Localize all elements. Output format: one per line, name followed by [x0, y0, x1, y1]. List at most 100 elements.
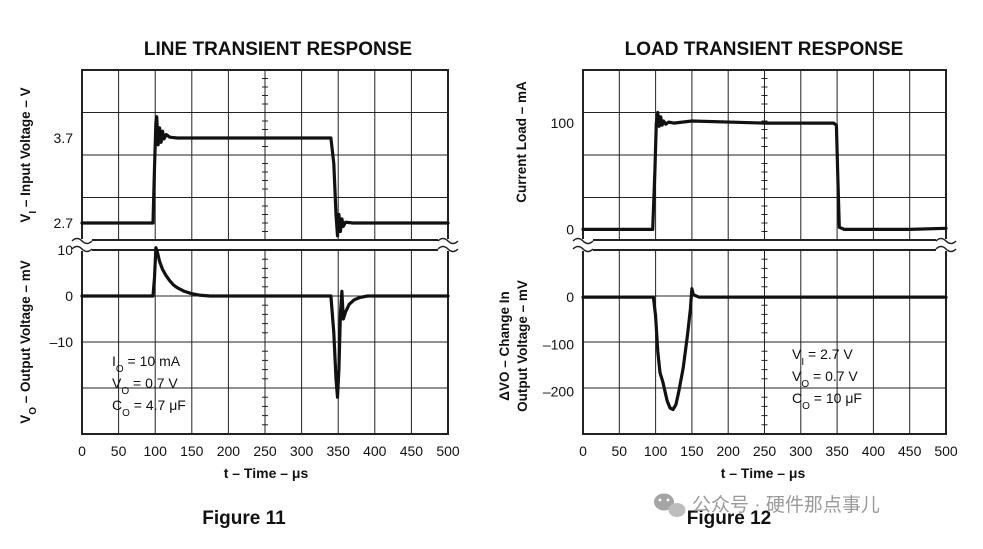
cond-rest: = 4.7 μF — [130, 397, 186, 413]
plot-grid-top — [81, 69, 449, 241]
condition-vi: VI = 2.7 V — [792, 346, 853, 368]
figure-caption: Figure 12 — [687, 508, 771, 529]
y-tick-label: –100 — [543, 336, 574, 352]
x-tick-label: 200 — [217, 443, 241, 459]
cond-sub: O — [802, 401, 810, 412]
cond-prefix: C — [112, 397, 122, 413]
y-axis-label-top: VI – Input Voltage – V — [18, 87, 39, 222]
cond-rest: = 0.7 V — [809, 368, 858, 384]
x-tick-label: 200 — [717, 443, 741, 459]
x-tick-label: 100 — [644, 443, 668, 459]
cond-sub: O — [116, 364, 124, 375]
y-tick-label: 0 — [566, 221, 574, 237]
cond-sub: O — [121, 386, 129, 397]
break-squiggle — [572, 237, 594, 245]
x-ticks: 0 50 100 150 200 250 300 350 400 450 500 — [579, 443, 958, 459]
x-tick-label: 350 — [327, 443, 351, 459]
x-tick-label: 500 — [436, 443, 460, 459]
break-squiggle — [437, 245, 459, 253]
chart-load-transient: LOAD TRANSIENT RESPONSE 100 0 Current Loa… — [497, 39, 958, 529]
watermark: 公众号 · 硬件那点事儿 — [654, 493, 880, 517]
cond-prefix: V — [792, 368, 802, 384]
x-tick-label: 450 — [898, 443, 922, 459]
chart-line-transient: LINE TRANSIENT RESPONSE 3.72.7 VI – Inpu… — [18, 39, 460, 529]
break-gap — [72, 239, 92, 251]
condition-co: CO = 4.7 μF — [112, 397, 186, 419]
cond-rest: = 10 μF — [810, 390, 862, 406]
x-tick-label: 150 — [180, 443, 204, 459]
x-tick-label: 350 — [825, 443, 849, 459]
series-output-voltage-change — [581, 287, 948, 412]
test-conditions: IO = 10 mA VO = 0.7 V CO = 4.7 μF — [112, 353, 186, 419]
y-tick-label: 3.7 — [54, 130, 74, 146]
cond-prefix: V — [792, 346, 802, 362]
x-tick-label: 500 — [934, 443, 958, 459]
axis-break-marks — [71, 237, 459, 253]
cond-prefix: V — [112, 375, 122, 391]
y-label-subscript: O — [28, 407, 39, 415]
cond-sub: O — [122, 408, 130, 419]
cond-rest: = 0.7 V — [129, 375, 178, 391]
x-axis-label: t – Time – μs — [721, 465, 806, 481]
series-line — [80, 246, 450, 399]
watermark-text: 公众号 · 硬件那点事儿 — [692, 494, 880, 516]
break-gap — [438, 239, 458, 251]
break-squiggle — [935, 237, 957, 245]
y-label-rest: – Input Voltage – V — [18, 87, 33, 211]
chart-title: LINE TRANSIENT RESPONSE — [144, 39, 412, 60]
cond-sub: I — [801, 357, 804, 368]
cond-rest: = 10 mA — [124, 353, 181, 369]
x-tick-label: 450 — [400, 443, 424, 459]
series-line — [581, 110, 948, 231]
condition-vo: VO = 0.7 V — [112, 375, 178, 397]
x-tick-label: 50 — [111, 443, 127, 459]
x-tick-label: 50 — [612, 443, 628, 459]
x-tick-label: 100 — [144, 443, 168, 459]
y-tick-label: 0 — [566, 289, 574, 305]
x-tick-label: 150 — [680, 443, 704, 459]
break-gap — [936, 239, 956, 251]
test-conditions: VI = 2.7 V VO = 0.7 V CO = 10 μF — [792, 346, 862, 412]
series-line — [80, 115, 450, 238]
break-gap — [573, 239, 593, 251]
x-tick-label: 400 — [363, 443, 387, 459]
y-axis-label-bottom-line1: ΔVO – Change In — [497, 291, 512, 400]
condition-vo: VO = 0.7 V — [792, 368, 858, 390]
x-axis-label: t – Time – μs — [224, 465, 309, 481]
y-label-rest: – Output Voltage – mV — [18, 260, 33, 407]
series-output-voltage — [80, 246, 450, 399]
series-line — [581, 287, 948, 412]
break-squiggle — [572, 245, 594, 253]
break-squiggle — [71, 237, 93, 245]
y-tick-label: 2.7 — [54, 215, 74, 231]
y-ticks-bottom: 0 –100 –200 — [543, 289, 574, 399]
condition-io: IO = 10 mA — [112, 353, 181, 375]
y-axis-label-top: Current Load – mA — [514, 81, 529, 203]
cond-prefix: I — [112, 353, 116, 369]
x-tick-label: 0 — [579, 443, 587, 459]
break-squiggle — [437, 237, 459, 245]
series-input-voltage — [80, 115, 450, 238]
y-ticks-top: 100 0 — [551, 115, 575, 237]
y-label-prefix: V — [18, 415, 33, 424]
plot-grid-bottom — [582, 249, 947, 435]
axis-break-marks — [572, 237, 957, 253]
y-label-prefix: V — [18, 214, 33, 223]
x-tick-label: 250 — [753, 443, 777, 459]
y-tick-label: 10 — [57, 242, 73, 258]
x-ticks: 0 50 100 150 200 250 300 350 400 450 500 — [78, 443, 460, 459]
cond-rest: = 2.7 V — [804, 346, 853, 362]
cond-sub: O — [801, 379, 809, 390]
x-tick-label: 300 — [290, 443, 314, 459]
y-ticks-bottom: 10 0 –10 — [50, 242, 74, 350]
y-ticks-top: 3.7 2.7 — [54, 130, 74, 231]
x-tick-label: 300 — [789, 443, 813, 459]
y-tick-label: 100 — [551, 115, 575, 131]
plot-grid-top — [582, 69, 947, 241]
series-current-load — [581, 110, 948, 231]
wechat-icon — [654, 493, 686, 517]
x-tick-label: 400 — [862, 443, 886, 459]
break-squiggle — [71, 245, 93, 253]
